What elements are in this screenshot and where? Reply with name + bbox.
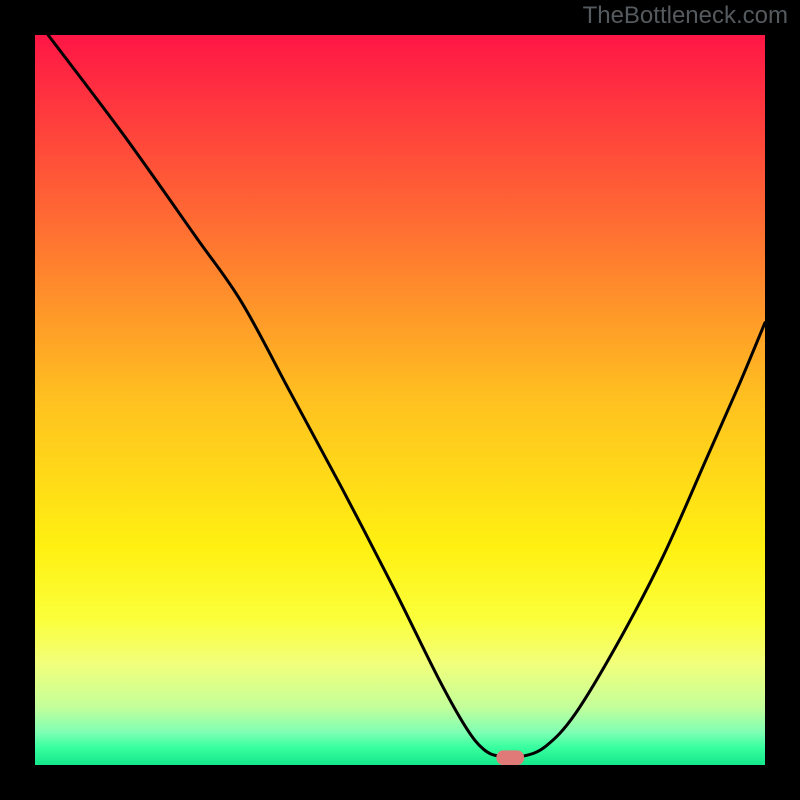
frame-left xyxy=(0,0,35,800)
optimum-marker xyxy=(496,750,524,765)
frame-bottom xyxy=(0,765,800,800)
frame-right xyxy=(765,0,800,800)
watermark-text: TheBottleneck.com xyxy=(583,2,788,30)
bottleneck-chart xyxy=(0,0,800,800)
chart-stage: TheBottleneck.com xyxy=(0,0,800,800)
gradient-background xyxy=(35,35,765,765)
